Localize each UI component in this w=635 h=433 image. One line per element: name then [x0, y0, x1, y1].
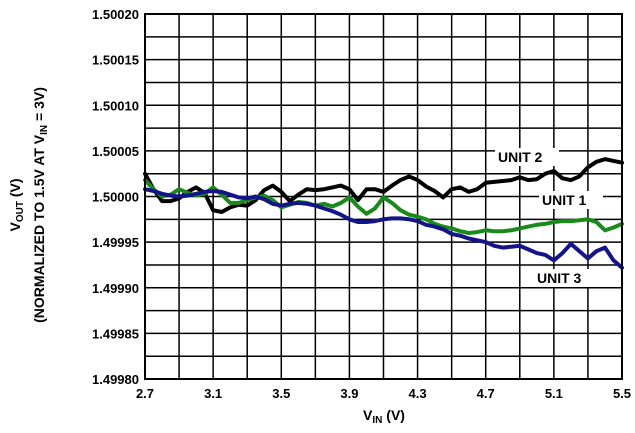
y-tick-label: 1.50020 — [92, 7, 139, 22]
x-tick-label: 5.5 — [613, 386, 631, 401]
series-label-background — [534, 269, 598, 287]
plot-frame — [144, 13, 623, 380]
series-label-background — [495, 148, 559, 166]
y-tick-label: 1.49980 — [92, 372, 139, 387]
series-line-unit-2 — [143, 157, 624, 214]
series-label-unit-1: UNIT 1 — [542, 192, 587, 208]
y-axis-title-line1: VOUT (V) — [7, 178, 26, 231]
x-tick-label: 5.1 — [545, 386, 563, 401]
tick-labels: 1.49980 1.49985 1.49990 1.49995 1.50000 1.500… — [92, 7, 631, 401]
y-tick-label: 1.50010 — [92, 98, 139, 113]
y-tick-label: 1.49995 — [92, 235, 139, 250]
x-tick-label: 4.7 — [477, 386, 495, 401]
series-labels: UNIT 2 UNIT 1 UNIT 3 — [495, 148, 603, 287]
x-tick-label: 3.1 — [204, 386, 222, 401]
series-label-unit-2: UNIT 2 — [498, 149, 543, 165]
x-axis-title: VIN (V) — [363, 407, 405, 426]
y-tick-label: 1.49990 — [92, 281, 139, 296]
series-label-unit-3: UNIT 3 — [537, 270, 582, 286]
y-tick-label: 1.50005 — [92, 144, 139, 159]
y-axis-title-line2: (NORMALIZED TO 1.5V AT VIN = 3V) — [31, 87, 50, 323]
x-tick-label: 4.3 — [409, 386, 427, 401]
y-tick-label: 1.50000 — [92, 190, 139, 205]
x-tick-label: 2.7 — [136, 386, 154, 401]
series-line-unit-3 — [143, 187, 624, 270]
y-tick-label: 1.50015 — [92, 53, 139, 68]
x-tick-label: 3.5 — [272, 386, 290, 401]
series-label-background — [539, 191, 603, 209]
x-tick-label: 3.9 — [340, 386, 358, 401]
series-group — [143, 157, 624, 270]
series-line-unit-1 — [143, 178, 624, 235]
y-tick-label: 1.49985 — [92, 326, 139, 341]
